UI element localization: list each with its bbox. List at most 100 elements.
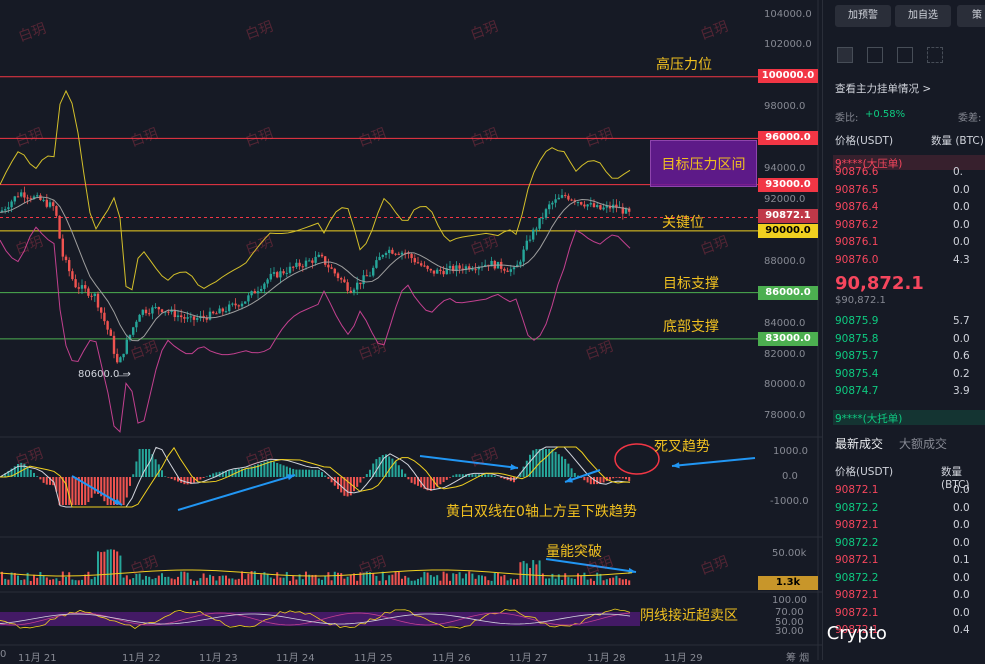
candle-body bbox=[388, 250, 390, 253]
bid-qty: 5.7 bbox=[953, 315, 970, 327]
add-alert-button[interactable]: 加预警 bbox=[835, 5, 891, 27]
volume-bar bbox=[475, 579, 477, 585]
volume-bar bbox=[273, 579, 275, 585]
tab-latest-trades[interactable]: 最新成交 bbox=[835, 435, 883, 452]
candle-body bbox=[158, 307, 160, 309]
volume-bar bbox=[430, 575, 432, 585]
ask-price: 90876.2 bbox=[835, 219, 878, 231]
candle-body bbox=[519, 262, 521, 265]
candle-body bbox=[23, 192, 25, 197]
volume-bar bbox=[228, 579, 230, 585]
macd-histogram-bar bbox=[574, 473, 576, 477]
volume-bar bbox=[30, 581, 32, 585]
asks-only-icon[interactable] bbox=[897, 47, 913, 63]
candle-body bbox=[20, 192, 22, 196]
volume-bar bbox=[519, 562, 521, 585]
macd-histogram-bar bbox=[161, 470, 163, 477]
volume-bar bbox=[11, 573, 13, 585]
candle-body bbox=[503, 269, 505, 271]
volume-bar bbox=[548, 578, 550, 585]
y-tick: 102000.0 bbox=[764, 39, 812, 50]
bids-only-icon[interactable] bbox=[867, 47, 883, 63]
expand-icon[interactable] bbox=[927, 47, 943, 63]
volume-bar bbox=[433, 577, 435, 585]
candle-body bbox=[593, 203, 595, 207]
x-tick: 11月 21 bbox=[18, 649, 57, 664]
macd-histogram-bar bbox=[103, 477, 105, 501]
tab-large-trades[interactable]: 大额成交 bbox=[899, 435, 947, 452]
main-orders-link[interactable]: 查看主力挂单情况 > bbox=[835, 81, 931, 96]
candle-body bbox=[260, 289, 262, 291]
candle-body bbox=[311, 260, 313, 262]
candle-body bbox=[401, 253, 403, 255]
candle-body bbox=[442, 271, 444, 274]
macd-histogram-bar bbox=[183, 477, 185, 484]
candle-body bbox=[420, 263, 422, 265]
ask-qty: 0.0 bbox=[953, 236, 970, 248]
candle-body bbox=[74, 279, 76, 287]
order-book-panel: 加预警 加自选 策 查看主力挂单情况 > 委比: +0.58% 委差: 价格(U… bbox=[822, 0, 985, 660]
macd-histogram-bar bbox=[244, 469, 246, 477]
volume-bar bbox=[123, 578, 125, 585]
volume-bar bbox=[331, 580, 333, 585]
strategy-button[interactable]: 策 bbox=[957, 5, 985, 27]
candle-body bbox=[439, 270, 441, 271]
bid-price: 90875.4 bbox=[835, 368, 878, 380]
candle-body bbox=[369, 276, 371, 277]
macd-histogram-bar bbox=[564, 459, 566, 477]
candle-body bbox=[532, 230, 534, 240]
candle-body bbox=[302, 266, 304, 267]
candle-body bbox=[282, 271, 284, 273]
volume-bar bbox=[593, 581, 595, 585]
volume-bar bbox=[628, 580, 630, 585]
volume-bar bbox=[126, 575, 128, 585]
macd-histogram-bar bbox=[459, 474, 461, 477]
volume-bar bbox=[283, 578, 285, 585]
macd-histogram-bar bbox=[532, 450, 534, 477]
macd-histogram-bar bbox=[513, 477, 515, 482]
macd-histogram-bar bbox=[155, 459, 157, 477]
volume-bar bbox=[395, 571, 397, 585]
macd-histogram-bar bbox=[71, 477, 73, 505]
level-tag-83000: 83000.0 bbox=[758, 332, 818, 346]
volume-bar bbox=[446, 573, 448, 585]
candle-body bbox=[106, 321, 108, 329]
ask-price: 90876.1 bbox=[835, 236, 878, 248]
candle-body bbox=[414, 258, 416, 262]
macd-histogram-bar bbox=[33, 473, 35, 477]
volume-bar bbox=[567, 577, 569, 585]
volume-bar bbox=[414, 581, 416, 585]
add-watchlist-button[interactable]: 加自选 bbox=[895, 5, 951, 27]
trade-qty: 0.0 bbox=[953, 519, 970, 531]
candle-body bbox=[209, 312, 211, 320]
ask-row[interactable]: 90876.1 0.0 bbox=[835, 236, 985, 253]
macd-histogram-bar bbox=[455, 474, 457, 477]
candle-body bbox=[583, 205, 585, 207]
macd-histogram-bar bbox=[388, 456, 390, 477]
volume-bar bbox=[318, 578, 320, 585]
both-sides-icon[interactable] bbox=[837, 47, 853, 63]
trade-qty: 0.4 bbox=[953, 624, 970, 636]
candle-body bbox=[65, 257, 67, 260]
candle-body bbox=[228, 304, 230, 311]
volume-bar bbox=[180, 572, 182, 585]
candle-body bbox=[337, 273, 339, 278]
